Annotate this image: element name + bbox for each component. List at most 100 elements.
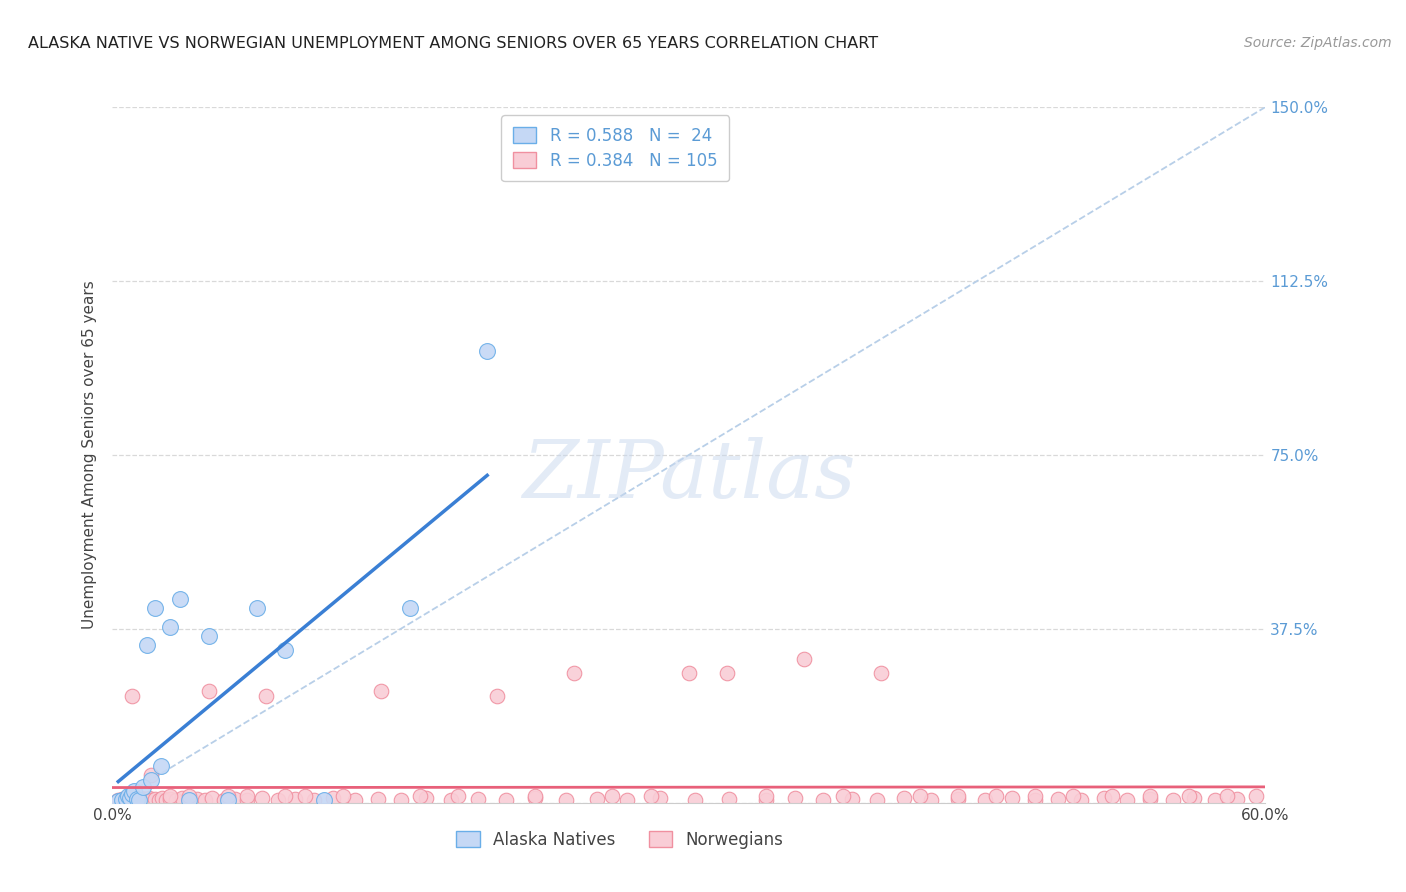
Point (132, 793, 155, 807)
Point (1101, 789, 1123, 803)
Point (197, 684, 219, 698)
Point (616, 793, 638, 807)
Point (870, 665, 893, 680)
Point (1161, 793, 1184, 807)
Point (367, 792, 389, 806)
Point (399, 601, 422, 615)
Point (112, 793, 135, 807)
Point (370, 684, 392, 698)
Point (121, 793, 143, 807)
Point (1226, 792, 1249, 806)
Point (179, 793, 201, 807)
Point (217, 793, 239, 807)
Point (118, 791, 141, 805)
Point (467, 792, 489, 806)
Point (973, 793, 995, 807)
Point (246, 601, 269, 615)
Point (718, 792, 741, 806)
Point (1244, 789, 1267, 803)
Point (755, 789, 778, 803)
Point (139, 793, 162, 807)
Point (111, 793, 134, 807)
Legend: Alaska Natives, Norwegians: Alaska Natives, Norwegians (449, 822, 792, 857)
Point (254, 689, 277, 703)
Point (409, 789, 432, 803)
Point (111, 792, 134, 806)
Point (1204, 793, 1226, 807)
Point (129, 791, 153, 805)
Point (332, 789, 354, 803)
Point (159, 792, 181, 806)
Point (946, 789, 969, 803)
Point (783, 791, 806, 805)
Point (127, 792, 149, 806)
Point (1092, 791, 1115, 805)
Point (678, 665, 700, 680)
Point (118, 792, 141, 806)
Point (343, 793, 366, 807)
Point (389, 793, 412, 807)
Point (683, 793, 706, 807)
Point (143, 792, 166, 806)
Point (274, 642, 297, 657)
Point (893, 791, 915, 805)
Point (117, 789, 139, 803)
Point (755, 793, 778, 807)
Point (600, 789, 623, 803)
Point (201, 791, 224, 805)
Point (159, 619, 181, 633)
Point (132, 780, 155, 794)
Point (212, 793, 235, 807)
Point (136, 638, 159, 652)
Point (1177, 789, 1199, 803)
Point (122, 784, 145, 798)
Point (152, 791, 174, 805)
Point (447, 789, 470, 803)
Point (1116, 793, 1139, 807)
Point (1024, 793, 1046, 807)
Point (186, 792, 208, 806)
Point (194, 793, 217, 807)
Y-axis label: Unemployment Among Seniors over 65 years: Unemployment Among Seniors over 65 years (82, 281, 97, 629)
Point (813, 793, 835, 807)
Point (495, 793, 517, 807)
Point (284, 792, 307, 806)
Point (179, 789, 201, 803)
Point (136, 793, 159, 807)
Point (1182, 791, 1205, 805)
Point (650, 791, 672, 805)
Point (122, 791, 145, 805)
Point (440, 793, 463, 807)
Point (294, 789, 316, 803)
Point (121, 788, 143, 802)
Point (217, 789, 239, 803)
Point (1070, 793, 1092, 807)
Point (555, 793, 578, 807)
Point (1001, 791, 1024, 805)
Point (139, 772, 162, 787)
Point (831, 789, 853, 803)
Text: Source: ZipAtlas.com: Source: ZipAtlas.com (1244, 36, 1392, 50)
Point (134, 792, 156, 806)
Point (155, 793, 177, 807)
Point (524, 789, 547, 803)
Point (477, 343, 499, 358)
Point (107, 794, 129, 808)
Point (793, 652, 815, 666)
Text: ZIPatlas: ZIPatlas (522, 437, 856, 515)
Point (946, 792, 969, 806)
Point (197, 629, 219, 643)
Point (127, 792, 149, 806)
Point (169, 591, 191, 606)
Point (148, 793, 170, 807)
Point (485, 689, 508, 703)
Point (1046, 792, 1069, 806)
Point (274, 789, 297, 803)
Point (986, 789, 1008, 803)
Point (1062, 789, 1084, 803)
Point (322, 791, 344, 805)
Point (524, 791, 547, 805)
Point (236, 793, 259, 807)
Point (1024, 789, 1046, 803)
Point (128, 793, 150, 807)
